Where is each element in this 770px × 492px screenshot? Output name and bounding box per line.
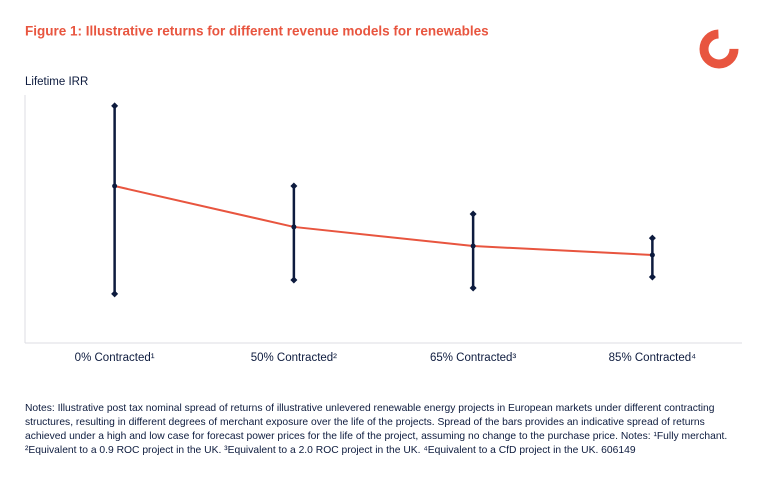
point bbox=[470, 243, 476, 249]
logo bbox=[699, 29, 739, 69]
high-marker bbox=[290, 182, 298, 190]
logo-ring bbox=[699, 29, 739, 69]
y-axis-label: Lifetime IRR bbox=[25, 76, 88, 88]
line bbox=[114, 185, 653, 256]
point bbox=[649, 252, 655, 258]
x-tick-label: 0% Contracted¹ bbox=[75, 352, 155, 364]
chart: Figure 1: Illustrative returns for diffe… bbox=[24, 24, 742, 364]
low-marker bbox=[290, 276, 298, 284]
x-tick-label: 85% Contracted⁴ bbox=[609, 352, 696, 364]
point bbox=[291, 224, 297, 230]
notes: Notes: Illustrative post tax nominal spr… bbox=[25, 403, 728, 456]
point bbox=[112, 183, 118, 189]
low-marker bbox=[111, 290, 119, 298]
high-marker bbox=[111, 102, 119, 110]
low-marker bbox=[648, 273, 656, 281]
x-tick-label: 65% Contracted³ bbox=[430, 352, 516, 364]
high-marker bbox=[469, 210, 477, 218]
x-tick-label: 50% Contracted² bbox=[251, 352, 337, 364]
chart-title: Figure 1: Illustrative returns for diffe… bbox=[25, 24, 489, 39]
low-marker bbox=[469, 284, 477, 292]
high-marker bbox=[648, 234, 656, 242]
